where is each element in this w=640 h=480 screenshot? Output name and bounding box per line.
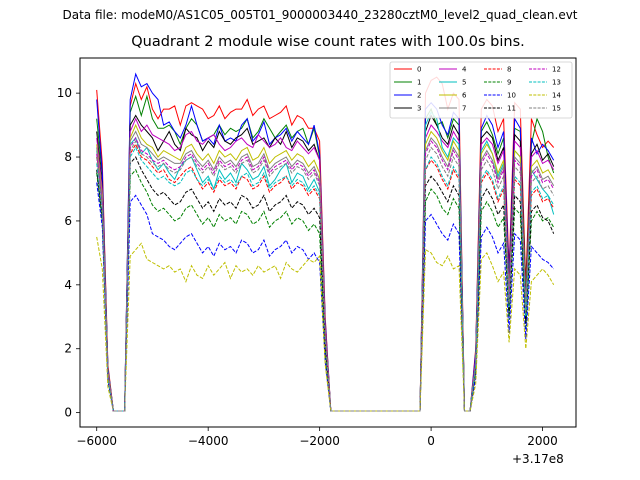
x-tick-label: 2000 [527,434,558,448]
series-line-15 [96,139,555,412]
chart-title: Quadrant 2 module wise count rates with … [131,34,525,50]
legend-label-3: 3 [417,105,421,113]
legend-label-2: 2 [417,92,421,100]
series-line-8 [96,143,555,412]
legend-label-4: 4 [462,66,467,74]
y-axis: 0 2 4 6 8 10 [57,86,80,420]
legend-label-15: 15 [552,105,561,113]
series-line-4 [96,117,555,412]
x-tick-label: −2000 [299,434,340,448]
y-tick-label: 2 [64,342,72,356]
plot-frame [79,57,577,428]
legend-label-14: 14 [552,92,561,100]
series-line-6 [96,123,555,412]
series-line-7 [96,130,555,412]
x-tick-label: −6000 [76,434,117,448]
series-layer [96,72,555,412]
series-line-14 [96,236,555,412]
legend-label-12: 12 [552,66,561,74]
legend-label-7: 7 [462,105,466,113]
y-tick-label: 6 [64,214,72,228]
series-line-13 [96,146,555,412]
legend-label-1: 1 [417,79,421,87]
legend-frame [389,61,573,119]
series-line-3 [96,114,555,412]
series-line-10 [96,182,555,412]
legend-label-13: 13 [552,79,561,87]
legend-label-11: 11 [507,105,516,113]
x-tick-label: −4000 [188,434,229,448]
x-axis: −6000 −4000 −2000 0 2000 [76,427,558,448]
legend-label-9: 9 [507,79,511,87]
series-line-11 [96,156,555,412]
series-line-12 [96,136,555,412]
legend-label-6: 6 [462,92,467,100]
x-tick-label: 0 [427,434,435,448]
y-tick-label: 8 [64,150,72,164]
legend-label-10: 10 [507,92,516,100]
y-tick-label: 4 [64,278,72,292]
series-line-2 [96,72,555,412]
legend-label-8: 8 [507,66,511,74]
series-line-1 [96,94,555,412]
x-offset-label: +3.17e8 [512,452,564,466]
series-line-9 [96,168,555,412]
figure-suptitle: Data file: modeM0/AS1C05_005T01_90000034… [62,8,578,22]
legend-label-0: 0 [417,66,421,74]
y-tick-label: 10 [57,86,72,100]
legend-label-5: 5 [462,79,466,87]
y-tick-label: 0 [64,406,72,420]
